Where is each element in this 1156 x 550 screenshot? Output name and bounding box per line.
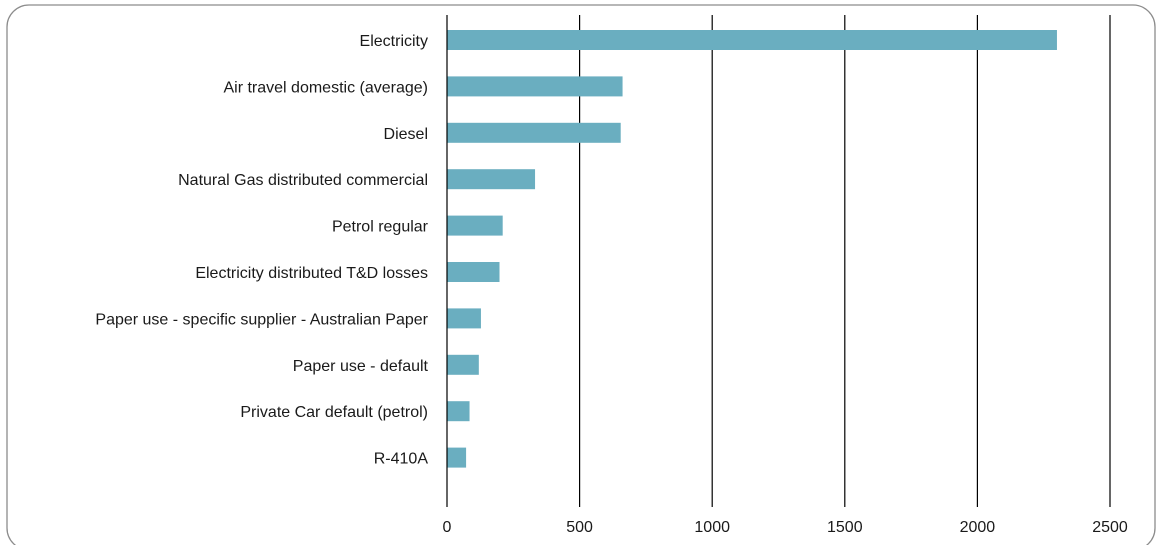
category-label: Paper use - default [293, 358, 429, 375]
x-tick-label: 1000 [694, 519, 730, 536]
category-label: Diesel [384, 126, 428, 143]
bar [447, 401, 470, 422]
x-tick-label: 500 [566, 519, 593, 536]
bar [447, 354, 479, 375]
category-labels: Electricity Air travel domestic (average)… [95, 33, 428, 468]
x-tick-label: 2500 [1092, 519, 1128, 536]
x-tick-label: 1500 [827, 519, 863, 536]
category-label: Electricity distributed T&D losses [195, 265, 428, 282]
bar [447, 76, 623, 97]
bar [447, 30, 1057, 50]
x-tick-label: 0 [443, 519, 452, 536]
bar [447, 308, 481, 329]
category-label: R-410A [374, 451, 429, 468]
bar [447, 215, 503, 236]
category-label: Electricity [360, 33, 428, 50]
category-label: Paper use - specific supplier - Australi… [95, 311, 428, 328]
x-tick-label: 2000 [960, 519, 996, 536]
category-label: Natural Gas distributed commercial [178, 172, 428, 189]
x-axis-tick-labels: 0 500 1000 1500 2000 2500 [443, 519, 1128, 536]
bars [447, 30, 1057, 468]
category-label: Petrol regular [332, 219, 429, 236]
bar [447, 262, 500, 282]
chart-frame [6, 4, 1156, 550]
bar [447, 122, 621, 143]
gridlines [578, 15, 1111, 507]
bar [447, 447, 467, 468]
category-label: Private Car default (petrol) [240, 404, 428, 421]
category-label: Air travel domestic (average) [223, 79, 428, 96]
bar [447, 169, 536, 190]
